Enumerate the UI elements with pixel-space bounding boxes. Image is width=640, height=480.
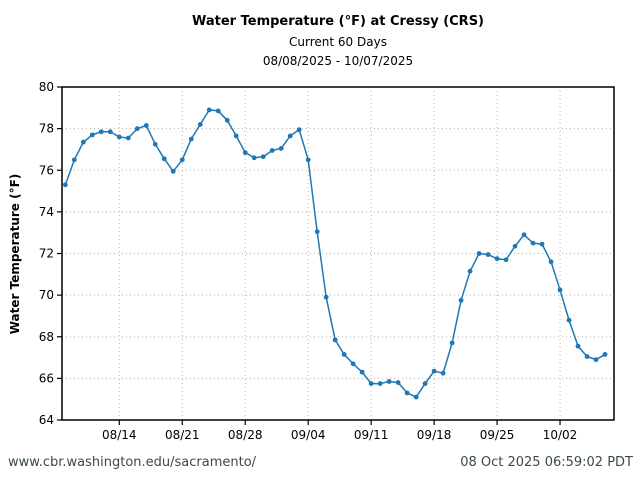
- data-point-marker: [224, 117, 230, 123]
- data-point-marker: [161, 156, 167, 162]
- data-point-marker: [341, 352, 347, 357]
- data-point-marker: [188, 136, 194, 142]
- x-tick-label: 09/25: [480, 428, 515, 442]
- data-point-marker: [71, 157, 77, 163]
- y-tick-label: 70: [39, 288, 54, 302]
- data-point-marker: [143, 123, 149, 128]
- footer-timestamp: 08 Oct 2025 06:59:02 PDT: [460, 455, 633, 470]
- y-tick-label: 78: [39, 122, 54, 136]
- x-tick-label: 09/11: [354, 428, 389, 442]
- data-point-marker: [413, 394, 419, 400]
- data-point-marker: [395, 380, 401, 385]
- data-point-marker: [323, 294, 329, 300]
- data-point-marker: [548, 259, 554, 265]
- footer-url: www.cbr.washington.edu/sacramento/: [8, 455, 257, 470]
- data-point-marker: [179, 157, 185, 163]
- y-axis-label: Water Temperature (°F): [8, 173, 22, 335]
- x-tick-label: 10/02: [543, 428, 578, 442]
- x-tick-label: 08/28: [228, 428, 263, 442]
- data-point-marker: [233, 133, 239, 139]
- data-point-marker: [260, 154, 266, 160]
- y-tick-label: 80: [39, 80, 54, 94]
- x-tick-label: 08/21: [165, 428, 200, 442]
- data-point-marker: [152, 141, 158, 147]
- data-point-marker: [422, 381, 428, 386]
- data-point-marker: [287, 133, 293, 139]
- data-point-marker: [431, 368, 437, 374]
- data-point-marker: [566, 317, 572, 323]
- y-tick-label: 64: [39, 413, 54, 427]
- data-point-marker: [512, 243, 518, 249]
- data-point-marker: [593, 357, 599, 363]
- data-point-marker: [404, 390, 410, 396]
- chart-subtitle: Current 60 Days: [289, 35, 387, 49]
- data-point-marker: [134, 126, 140, 132]
- data-point-marker: [440, 370, 446, 376]
- data-point-marker: [467, 268, 473, 274]
- x-tick-label: 09/04: [291, 428, 326, 442]
- y-tick-label: 66: [39, 371, 54, 385]
- data-point-marker: [197, 122, 203, 127]
- data-point-marker: [215, 108, 221, 114]
- data-point-marker: [89, 132, 95, 138]
- y-tick-label: 76: [39, 163, 54, 177]
- y-tick-label: 74: [39, 205, 54, 219]
- y-tick-label: 68: [39, 330, 54, 344]
- data-point-marker: [377, 381, 383, 386]
- data-point-marker: [296, 127, 302, 133]
- data-point-marker: [350, 361, 356, 367]
- data-point-marker: [107, 129, 113, 135]
- data-point-marker: [269, 148, 275, 153]
- data-point-marker: [98, 129, 104, 135]
- data-point-marker: [476, 251, 482, 256]
- x-tick-label: 08/14: [102, 428, 137, 442]
- data-point-marker: [242, 150, 248, 155]
- data-point-marker: [386, 379, 392, 384]
- data-point-marker: [449, 340, 455, 346]
- data-point-marker: [575, 343, 581, 349]
- data-point-marker: [539, 241, 545, 247]
- x-tick-label: 09/18: [417, 428, 452, 442]
- data-point-marker: [458, 297, 464, 303]
- data-point-marker: [557, 287, 563, 293]
- data-point-marker: [503, 257, 509, 263]
- data-point-marker: [332, 337, 338, 343]
- data-point-marker: [521, 232, 527, 238]
- axes-border: [61, 86, 615, 421]
- data-point-marker: [494, 256, 500, 262]
- data-point-marker: [206, 107, 212, 113]
- data-point-marker: [485, 252, 491, 257]
- data-point-marker: [170, 168, 176, 174]
- data-point-marker: [305, 157, 311, 163]
- data-point-marker: [62, 182, 68, 188]
- data-point-marker: [314, 229, 320, 235]
- data-point-marker: [278, 146, 284, 151]
- data-point-marker: [584, 354, 590, 359]
- y-tick-label: 72: [39, 247, 54, 261]
- data-point-marker: [80, 139, 86, 145]
- data-point-marker: [602, 352, 608, 357]
- data-point-marker: [368, 381, 374, 386]
- data-point-marker: [116, 134, 122, 140]
- data-point-marker: [125, 135, 131, 141]
- data-point-marker: [530, 240, 536, 246]
- chart-date-range: 08/08/2025 - 10/07/2025: [262, 54, 414, 68]
- chart-title: Water Temperature (°F) at Cressy (CRS): [192, 14, 484, 29]
- data-point-marker: [251, 155, 257, 161]
- data-point-marker: [359, 369, 365, 375]
